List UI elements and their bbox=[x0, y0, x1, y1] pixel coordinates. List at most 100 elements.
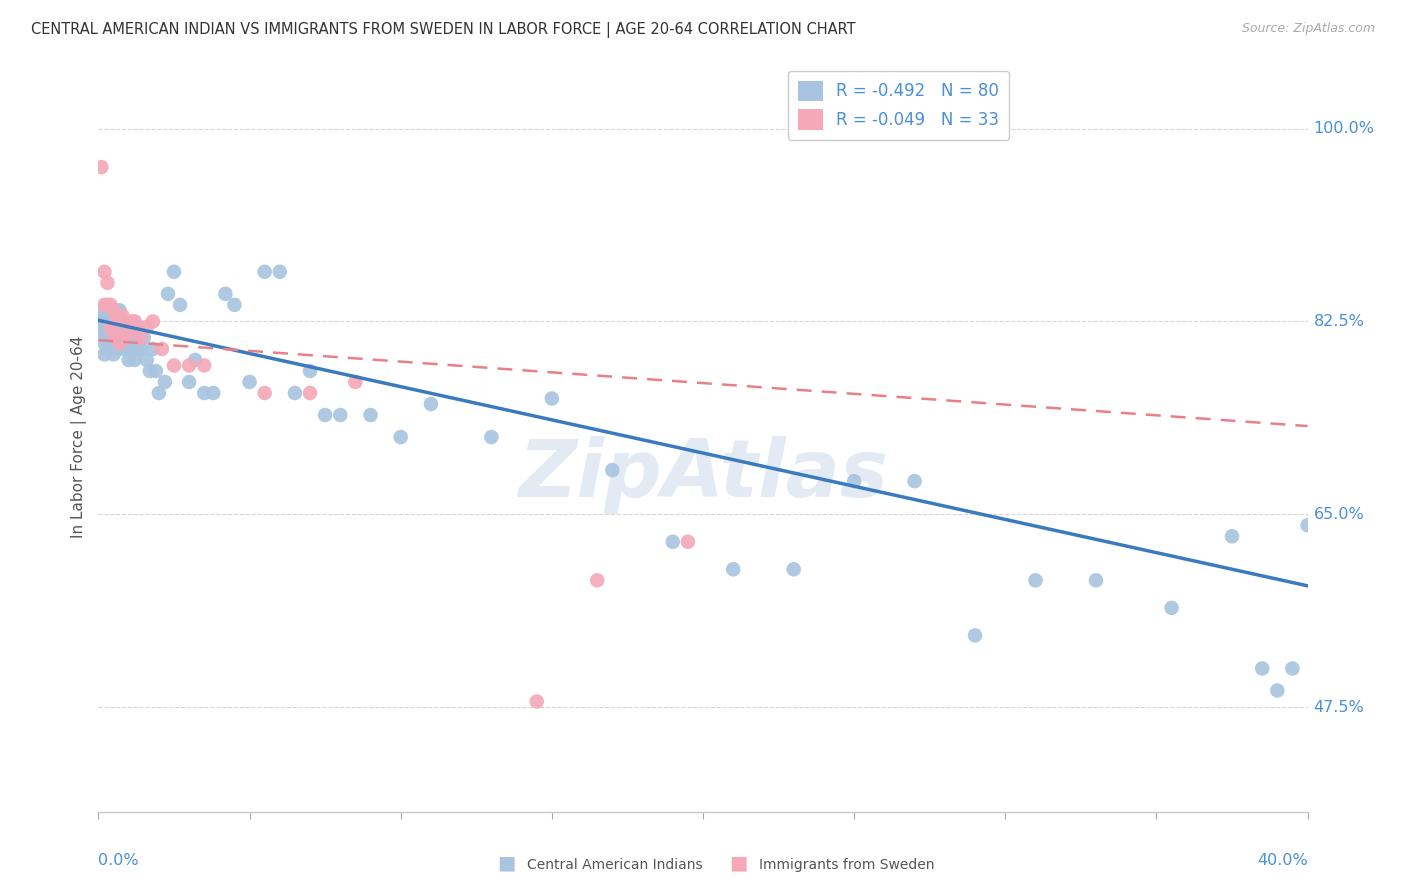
Point bbox=[93, 314, 115, 328]
Point bbox=[96, 276, 118, 290]
Point bbox=[163, 265, 186, 279]
Point bbox=[103, 331, 125, 345]
Point bbox=[96, 309, 118, 323]
Point bbox=[602, 463, 624, 477]
Point bbox=[93, 298, 115, 312]
Point bbox=[214, 286, 236, 301]
Point bbox=[142, 314, 165, 328]
Point bbox=[90, 303, 112, 318]
Point bbox=[96, 331, 118, 345]
Point bbox=[135, 353, 157, 368]
Point bbox=[344, 375, 367, 389]
Text: Central American Indians: Central American Indians bbox=[527, 858, 703, 872]
Point bbox=[111, 314, 134, 328]
Point bbox=[108, 319, 131, 334]
Point bbox=[96, 298, 118, 312]
Text: Source: ZipAtlas.com: Source: ZipAtlas.com bbox=[1241, 22, 1375, 36]
Text: 100.0%: 100.0% bbox=[1313, 121, 1375, 136]
Point bbox=[1024, 574, 1046, 588]
Point bbox=[153, 375, 176, 389]
Text: 0.0%: 0.0% bbox=[98, 853, 139, 868]
Point bbox=[108, 336, 131, 351]
Point bbox=[783, 562, 806, 576]
Point bbox=[105, 319, 128, 334]
Point bbox=[844, 474, 866, 488]
Point bbox=[96, 342, 118, 356]
Point bbox=[132, 331, 155, 345]
Point bbox=[121, 342, 143, 356]
Point bbox=[284, 386, 307, 401]
Point bbox=[105, 309, 128, 323]
Text: Immigrants from Sweden: Immigrants from Sweden bbox=[759, 858, 935, 872]
Point bbox=[105, 303, 128, 318]
Point bbox=[1085, 574, 1108, 588]
Point bbox=[239, 375, 262, 389]
Point bbox=[253, 386, 276, 401]
Point bbox=[723, 562, 745, 576]
Text: ZipAtlas: ZipAtlas bbox=[517, 435, 889, 514]
Point bbox=[299, 364, 322, 378]
Point bbox=[156, 286, 179, 301]
Point bbox=[93, 326, 115, 340]
Point bbox=[100, 319, 122, 334]
Point bbox=[105, 331, 128, 345]
Point bbox=[108, 303, 131, 318]
Point bbox=[420, 397, 443, 411]
Point bbox=[184, 353, 207, 368]
Point bbox=[103, 347, 125, 361]
Point bbox=[111, 331, 134, 345]
Point bbox=[108, 342, 131, 356]
Point bbox=[121, 314, 143, 328]
Point bbox=[90, 326, 112, 340]
Point bbox=[224, 298, 246, 312]
Point bbox=[129, 342, 152, 356]
Point bbox=[118, 353, 141, 368]
Point bbox=[111, 331, 134, 345]
Point bbox=[202, 386, 225, 401]
Point bbox=[93, 336, 115, 351]
Legend: R = -0.492   N = 80, R = -0.049   N = 33: R = -0.492 N = 80, R = -0.049 N = 33 bbox=[787, 70, 1010, 140]
Point bbox=[193, 359, 215, 373]
Point bbox=[163, 359, 186, 373]
Point bbox=[661, 534, 683, 549]
Text: ■: ■ bbox=[496, 854, 516, 872]
Point bbox=[329, 408, 352, 422]
Point bbox=[269, 265, 291, 279]
Point bbox=[540, 392, 562, 406]
Point bbox=[314, 408, 336, 422]
Point bbox=[586, 574, 609, 588]
Point bbox=[108, 314, 131, 328]
Point bbox=[96, 319, 118, 334]
Point bbox=[103, 314, 125, 328]
Point bbox=[103, 303, 125, 318]
Point bbox=[124, 331, 146, 345]
Point bbox=[124, 314, 146, 328]
Point bbox=[114, 319, 136, 334]
Point bbox=[179, 359, 201, 373]
Point bbox=[142, 342, 165, 356]
Point bbox=[360, 408, 382, 422]
Point bbox=[1251, 661, 1274, 675]
Point bbox=[169, 298, 191, 312]
Point bbox=[90, 314, 112, 328]
Point bbox=[90, 160, 112, 174]
Point bbox=[148, 386, 170, 401]
Point bbox=[103, 326, 125, 340]
Point bbox=[114, 314, 136, 328]
Point bbox=[127, 342, 149, 356]
Point bbox=[118, 331, 141, 345]
Text: 82.5%: 82.5% bbox=[1313, 314, 1364, 329]
Point bbox=[93, 303, 115, 318]
Point bbox=[93, 347, 115, 361]
Point bbox=[135, 319, 157, 334]
Point bbox=[139, 364, 162, 378]
Point bbox=[127, 319, 149, 334]
Text: CENTRAL AMERICAN INDIAN VS IMMIGRANTS FROM SWEDEN IN LABOR FORCE | AGE 20-64 COR: CENTRAL AMERICAN INDIAN VS IMMIGRANTS FR… bbox=[31, 22, 856, 38]
Point bbox=[193, 386, 215, 401]
Point bbox=[145, 364, 167, 378]
Point bbox=[93, 265, 115, 279]
Point bbox=[1281, 661, 1303, 675]
Text: 40.0%: 40.0% bbox=[1257, 853, 1308, 868]
Point bbox=[904, 474, 927, 488]
Point bbox=[526, 694, 548, 708]
